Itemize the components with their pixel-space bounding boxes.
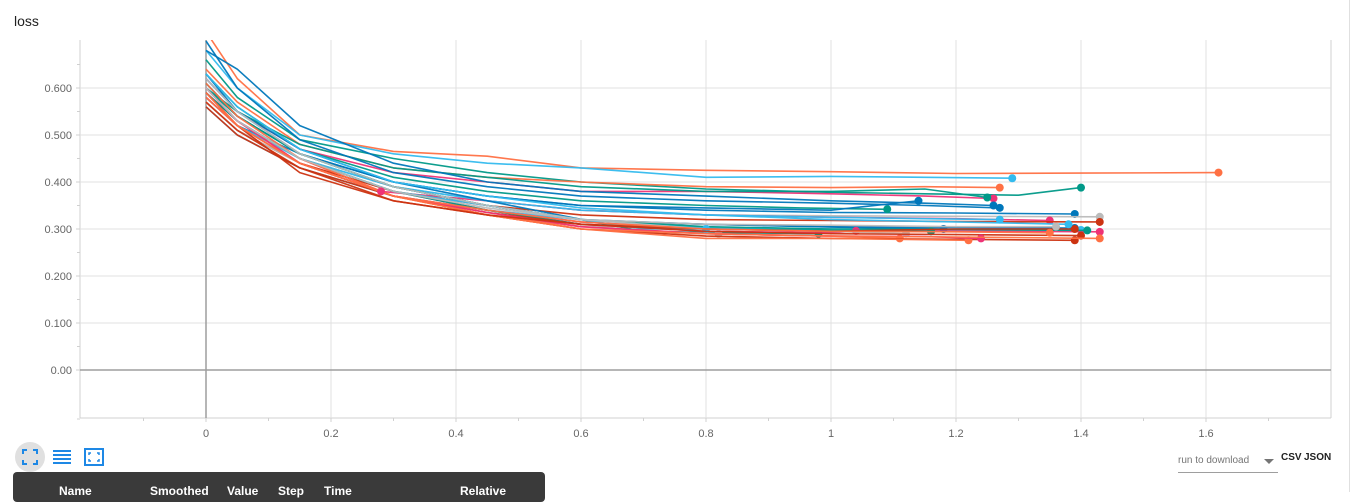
y-tick-label: 0.200 [44, 271, 72, 283]
series-end-point [1052, 222, 1060, 231]
x-tick-label: 1.6 [1198, 428, 1213, 440]
tooltip-header-step: Step [278, 484, 305, 498]
run-to-download-select[interactable]: run to download [1178, 452, 1278, 473]
chart-toolbar [15, 441, 111, 473]
y-tick-label: 0.300 [44, 224, 72, 236]
series-end-point [1095, 217, 1104, 226]
series-end-point [1064, 220, 1073, 229]
x-tick-label: 1.2 [948, 428, 963, 440]
run-to-download-placeholder: run to download [1178, 455, 1250, 466]
panel-divider [1349, 0, 1350, 492]
series-end-point [1045, 228, 1054, 237]
tooltip-header-smoothed: Smoothed [150, 484, 209, 498]
hover-point [377, 187, 385, 196]
series-line [205, 87, 1050, 222]
expand-chart-button[interactable] [79, 442, 109, 472]
fit-domain-button[interactable] [15, 442, 45, 472]
series-line [205, 92, 1050, 234]
chevron-down-icon [1264, 459, 1274, 464]
series-line [205, 49, 994, 207]
series-line [205, 40, 1000, 209]
download-json-link[interactable]: JSON [1304, 452, 1332, 463]
series-line [205, 87, 819, 235]
x-tick-label: 1 [828, 428, 834, 440]
series-end-point [1095, 227, 1104, 236]
series-line [205, 87, 1056, 228]
series-line [205, 73, 1069, 226]
series-end-point [1214, 168, 1223, 177]
series-line [210, 40, 1219, 175]
toggle-log-scale-button[interactable] [47, 442, 77, 472]
chart-series [205, 40, 1223, 245]
series-end-point [995, 203, 1004, 212]
x-tick-label: 0.8 [698, 428, 713, 440]
series-end-point [1095, 234, 1104, 243]
y-tick-label: 0.500 [44, 130, 72, 142]
series-line [205, 92, 1100, 233]
y-tick-label: 0.00 [51, 365, 72, 377]
series-end-point [989, 201, 998, 210]
series-line [205, 49, 1013, 179]
series-line [205, 68, 1000, 189]
x-tick-label: 0.2 [323, 428, 338, 440]
loss-chart[interactable]: 0 0.2 0.4 0.6 0.8 1 1.2 1.4 1.6 0.00 0.100 0.200 0.3… [0, 0, 1353, 440]
tooltip-header-time: Time [324, 484, 352, 498]
toggle-log-scale-icon [53, 450, 71, 464]
series-line [205, 73, 944, 230]
chart-title: loss [14, 13, 39, 29]
chart-tick-labels: 0 0.2 0.4 0.6 0.8 1 1.2 1.4 1.6 0.00 0.100 0.200 0.3… [44, 83, 1213, 440]
series-end-point [989, 194, 998, 203]
y-tick-label: 0.400 [44, 177, 72, 189]
x-tick-label: 0.4 [448, 428, 463, 440]
series-end-point [977, 234, 985, 243]
fit-domain-icon [22, 449, 38, 465]
series-end-point [983, 193, 992, 202]
tooltip-table-header: Name Smoothed Value Step Time Relative [13, 472, 545, 502]
series-end-point [995, 215, 1004, 224]
series-end-point [1070, 225, 1079, 233]
series-line [205, 106, 1075, 233]
series-end-point [1008, 174, 1017, 183]
y-tick-label: 0.100 [44, 318, 72, 330]
series-end-point [883, 205, 892, 214]
x-tick-label: 0 [203, 428, 209, 440]
series-line [205, 78, 1075, 229]
y-tick-label: 0.600 [44, 83, 72, 95]
x-tick-label: 0.6 [573, 428, 588, 440]
tooltip-header-name: Name [59, 484, 92, 498]
tooltip-header-relative: Relative [460, 484, 507, 498]
series-end-point [1083, 226, 1092, 235]
series-end-point [995, 183, 1004, 192]
x-tick-label: 1.4 [1073, 428, 1088, 440]
series-end-point [1077, 183, 1085, 192]
series-line [205, 87, 988, 199]
tooltip-header-value: Value [227, 484, 259, 498]
expand-icon [84, 448, 104, 466]
download-csv-link[interactable]: CSV [1281, 452, 1302, 463]
